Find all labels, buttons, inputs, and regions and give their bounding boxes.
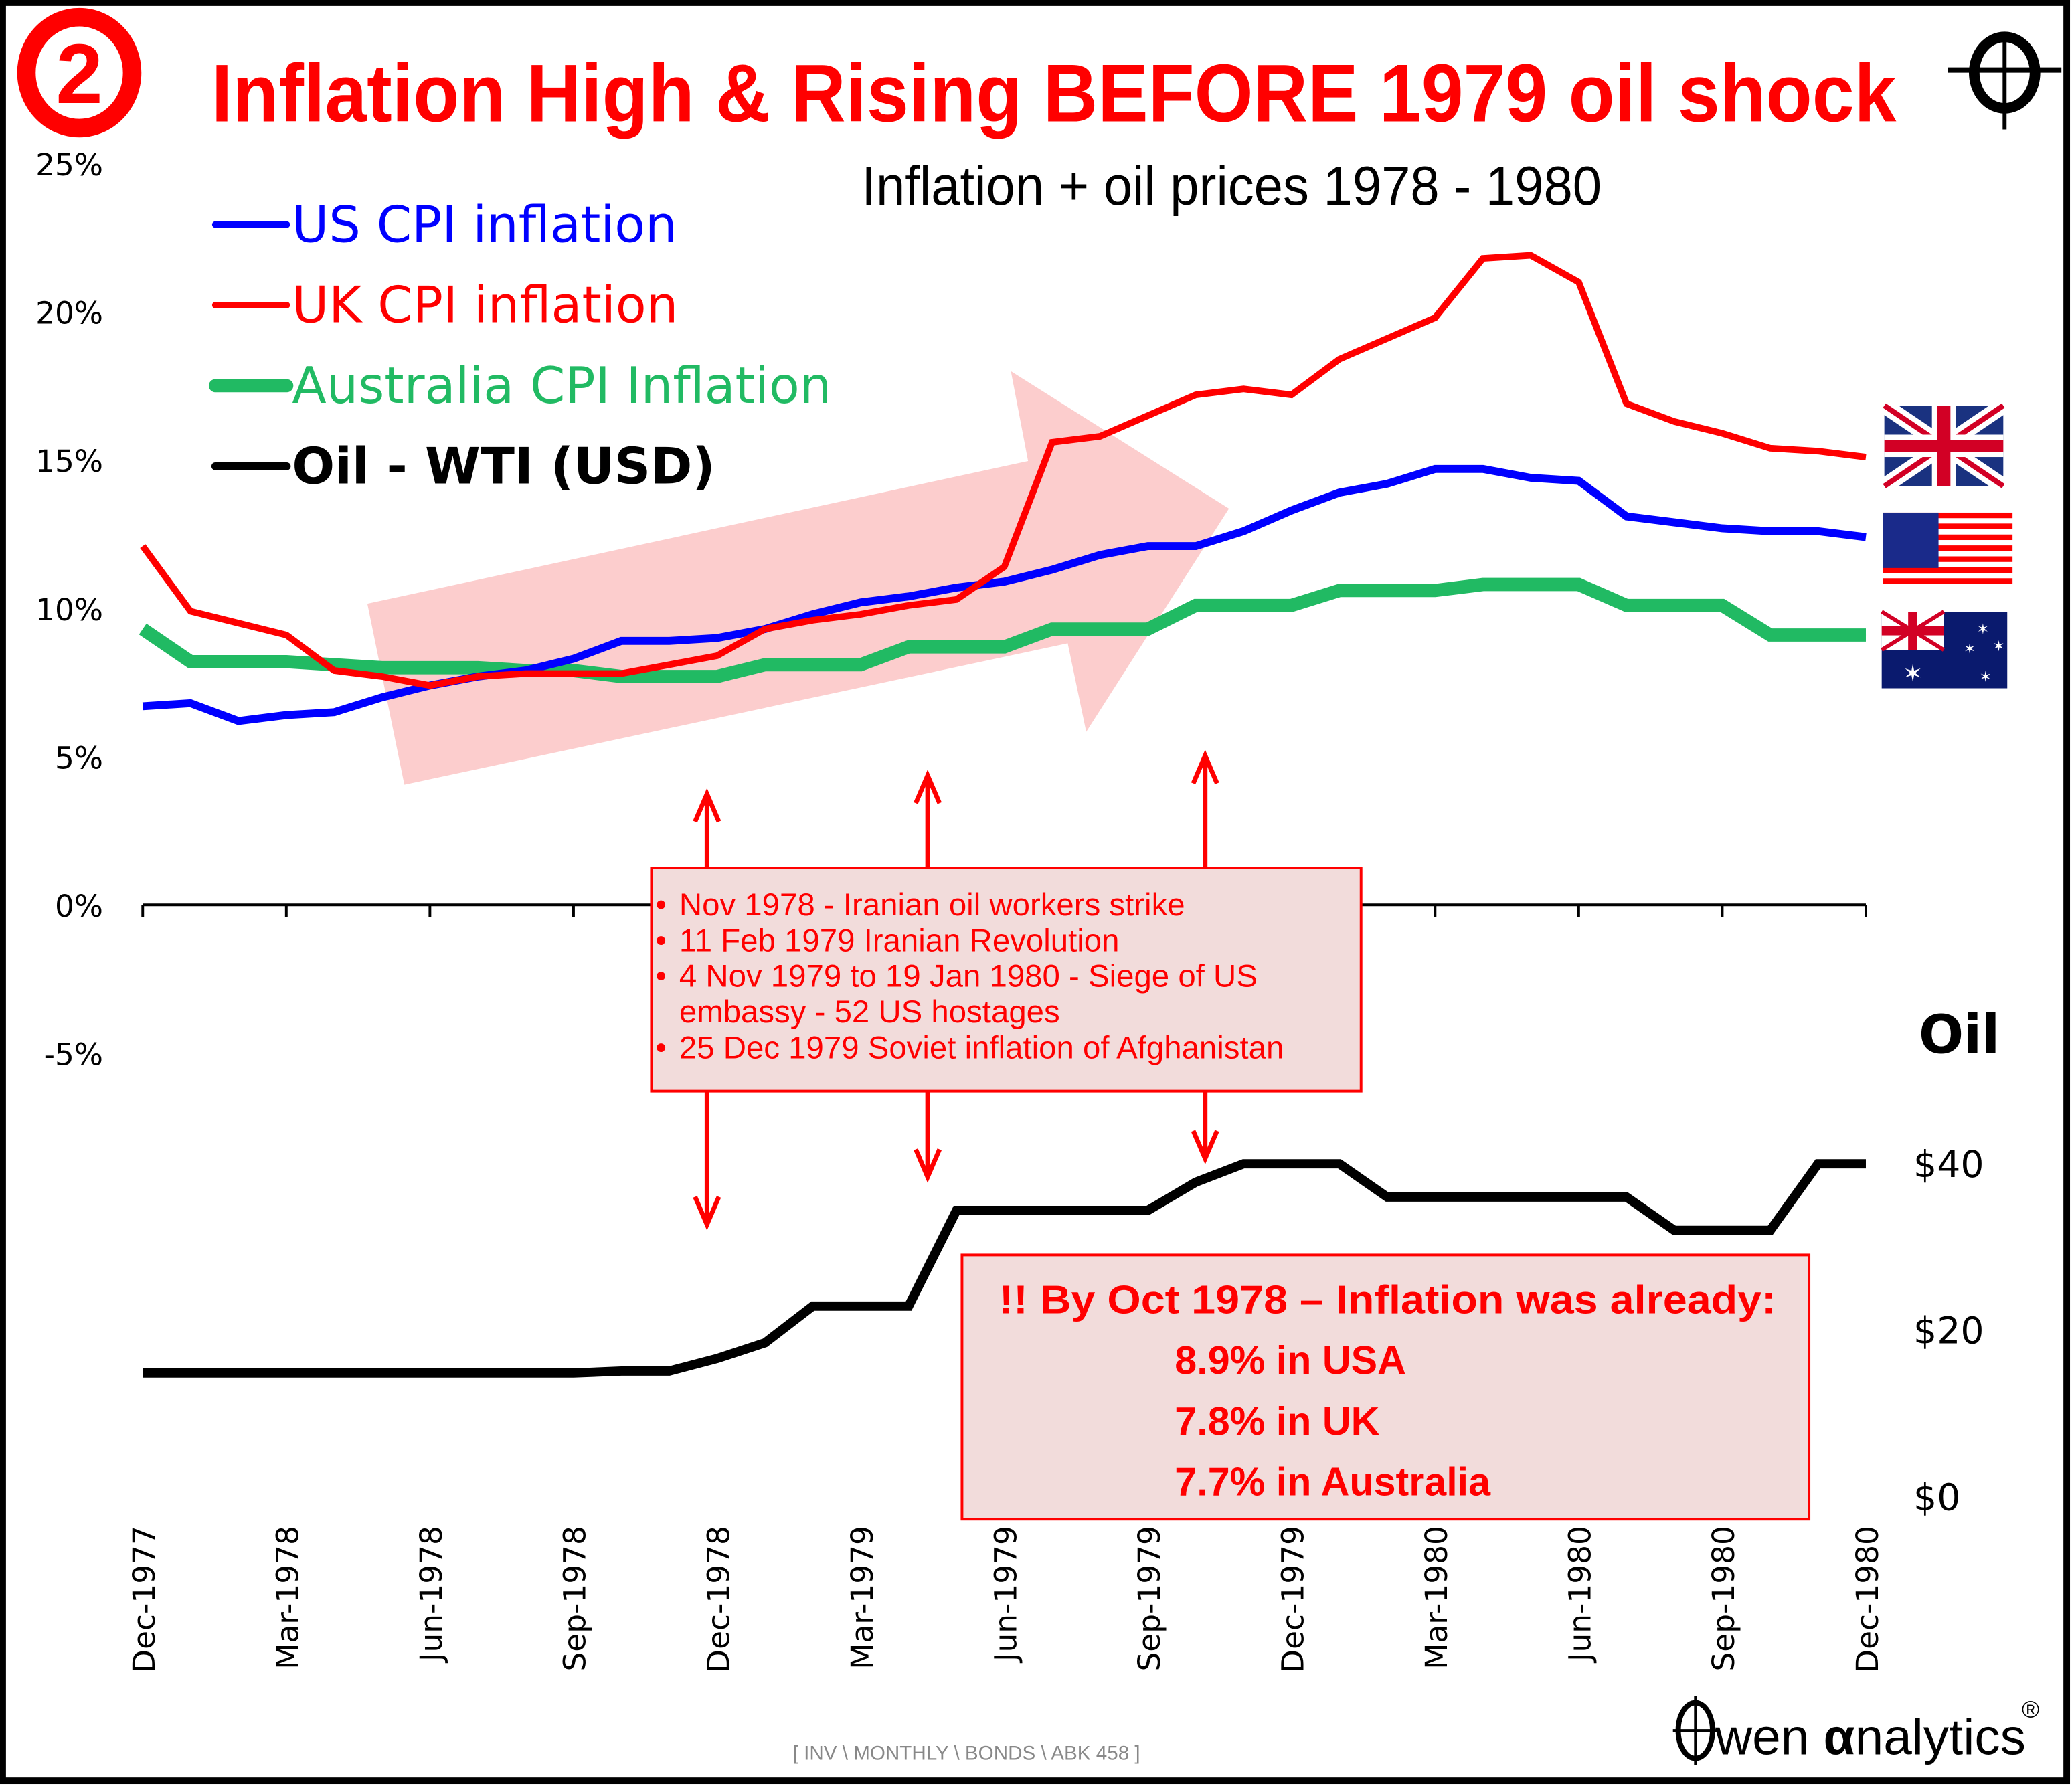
left-tick-label: 15% (35, 444, 103, 479)
footer-reference: [ INV \ MONTHLY \ BONDS \ ABK 458 ] (793, 1743, 1140, 1765)
left-tick-label: 5% (55, 740, 103, 776)
legend-label: UK CPI inflation (292, 276, 678, 335)
x-tick-label: Mar-1979 (845, 1526, 880, 1670)
event-item: embassy - 52 US hostages (679, 994, 1060, 1030)
legend-item: US CPI inflation (211, 195, 677, 254)
left-tick-label: 25% (35, 147, 103, 183)
us-flag-icon (1883, 512, 2013, 590)
right-tick-label: $40 (1913, 1144, 1984, 1186)
callout-line-uk: 7.8% in UK (1175, 1399, 1379, 1443)
x-tick-label: Dec-1977 (126, 1526, 162, 1673)
x-tick-label: Sep-1979 (1132, 1526, 1167, 1671)
right-tick-label: $0 (1913, 1476, 1960, 1519)
legend-item: UK CPI inflation (211, 276, 678, 335)
right-axis-ticks: $40 $20 $0 (1913, 1144, 1984, 1519)
australia-flag-icon: ✶ ✶ ✶ ✶ ✶ (1881, 610, 2008, 689)
legend-item: Oil - WTI (USD) (211, 437, 715, 496)
left-tick-label: 20% (35, 296, 103, 331)
trend-arrow (367, 371, 1229, 785)
svg-text:✶: ✶ (1993, 638, 2005, 654)
svg-text:•Nov 1978 - Iranian oil worker: • Nov 1978 - Iranian oil workers strike •… (655, 887, 1284, 1065)
series-points-oil-wti-usd (143, 1163, 1867, 1374)
badge-number: 2 (56, 27, 102, 121)
left-tick-label: 0% (55, 889, 103, 924)
svg-text:✶: ✶ (1903, 660, 1923, 687)
events-annotation-box: • Nov 1978 - Iranian oil workers strike •… (650, 867, 1363, 1093)
legend: US CPI inflation UK CPI inflation Australi… (208, 195, 831, 496)
oil-axis-label: Oil (1919, 1004, 2000, 1065)
event-item: 25 Dec 1979 Soviet inflation of Afghanis… (679, 1030, 1284, 1065)
chart-subtitle: Inflation + oil prices 1978 - 1980 (861, 155, 1602, 217)
left-axis-ticks: 25% 20% 15% 10% 5% 0% -5% (35, 147, 103, 1073)
left-tick-label: 10% (35, 592, 103, 628)
x-tick-label: Jun-1979 (988, 1526, 1023, 1664)
callout-line-australia: 7.7% in Australia (1175, 1459, 1491, 1504)
x-tick-label: Sep-1978 (557, 1526, 593, 1671)
event-item: 11 Feb 1979 Iranian Revolution (679, 923, 1120, 958)
uk-flag-icon (1879, 399, 2008, 493)
page-title: Inflation High & Rising BEFORE 1979 oil … (211, 48, 1897, 139)
svg-text:✶: ✶ (1964, 641, 1976, 657)
legend-item: Australia CPI Inflation (208, 356, 831, 415)
series-points-uk-cpi-inflation (143, 255, 1867, 686)
callout-headline: !! By Oct 1978 – Inflation was already: (999, 1277, 1776, 1322)
event-item: Nov 1978 - Iranian oil workers strike (679, 887, 1185, 923)
x-tick-label: Sep-1980 (1706, 1526, 1741, 1671)
x-tick-label: Dec-1978 (701, 1526, 736, 1673)
callout-line-usa: 8.9% in USA (1175, 1338, 1406, 1382)
event-bullet: • (655, 887, 667, 923)
x-tick-label: Jun-1978 (414, 1526, 449, 1664)
x-tick-label: Dec-1980 (1850, 1526, 1885, 1673)
x-axis-labels: Dec-1977 Mar-1978 Jun-1978 Sep-1978 Dec-1978… (126, 1526, 1885, 1673)
crosshair-icon (1948, 31, 2062, 130)
legend-label: Oil - WTI (USD) (292, 437, 715, 496)
registered-mark: ® (2022, 1696, 2039, 1722)
svg-text:✶: ✶ (1980, 669, 1992, 685)
x-tick-label: Mar-1980 (1419, 1526, 1454, 1670)
right-tick-label: $20 (1913, 1310, 1984, 1353)
owen-analytics-logo: wen αnalytics ® (1672, 1696, 2039, 1765)
series-points-australia-cpi-inflation (143, 584, 1867, 677)
badge-number-2: 2 (17, 7, 142, 138)
event-item: 4 Nov 1979 to 19 Jan 1980 - Siege of US (679, 959, 1258, 994)
legend-label: Australia CPI Inflation (292, 356, 831, 415)
x-tick-label: Dec-1979 (1276, 1526, 1311, 1673)
svg-text:wen αnalytics: wen αnalytics (1715, 1709, 2026, 1765)
callout-box: !! By Oct 1978 – Inflation was already: … (960, 1253, 1811, 1521)
left-tick-label: -5% (44, 1037, 103, 1073)
x-tick-label: Jun-1980 (1563, 1526, 1598, 1664)
svg-text:✶: ✶ (1977, 622, 1989, 638)
legend-label: US CPI inflation (292, 195, 677, 254)
x-tick-label: Mar-1978 (270, 1526, 306, 1670)
series-layer (139, 252, 1867, 1378)
